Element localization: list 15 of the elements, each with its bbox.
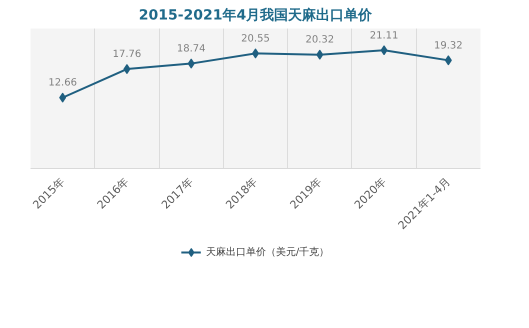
point <box>380 45 388 56</box>
legend-label: 天麻出口单价（美元/千克） <box>206 246 330 259</box>
data-label: 12.66 <box>48 78 77 89</box>
point <box>188 58 195 69</box>
data-label: 21.11 <box>370 30 398 42</box>
point <box>59 92 66 103</box>
data-label: 18.74 <box>176 44 206 55</box>
data-label: 19.32 <box>434 40 463 52</box>
point <box>316 50 324 60</box>
point <box>123 64 130 74</box>
data-label: 20.55 <box>241 33 270 44</box>
point <box>444 55 452 66</box>
data-label: 17.76 <box>112 49 142 60</box>
chart-title: 2015-2021年4月我国天麻出口单价 <box>138 6 374 24</box>
data-label: 20.32 <box>305 34 334 46</box>
